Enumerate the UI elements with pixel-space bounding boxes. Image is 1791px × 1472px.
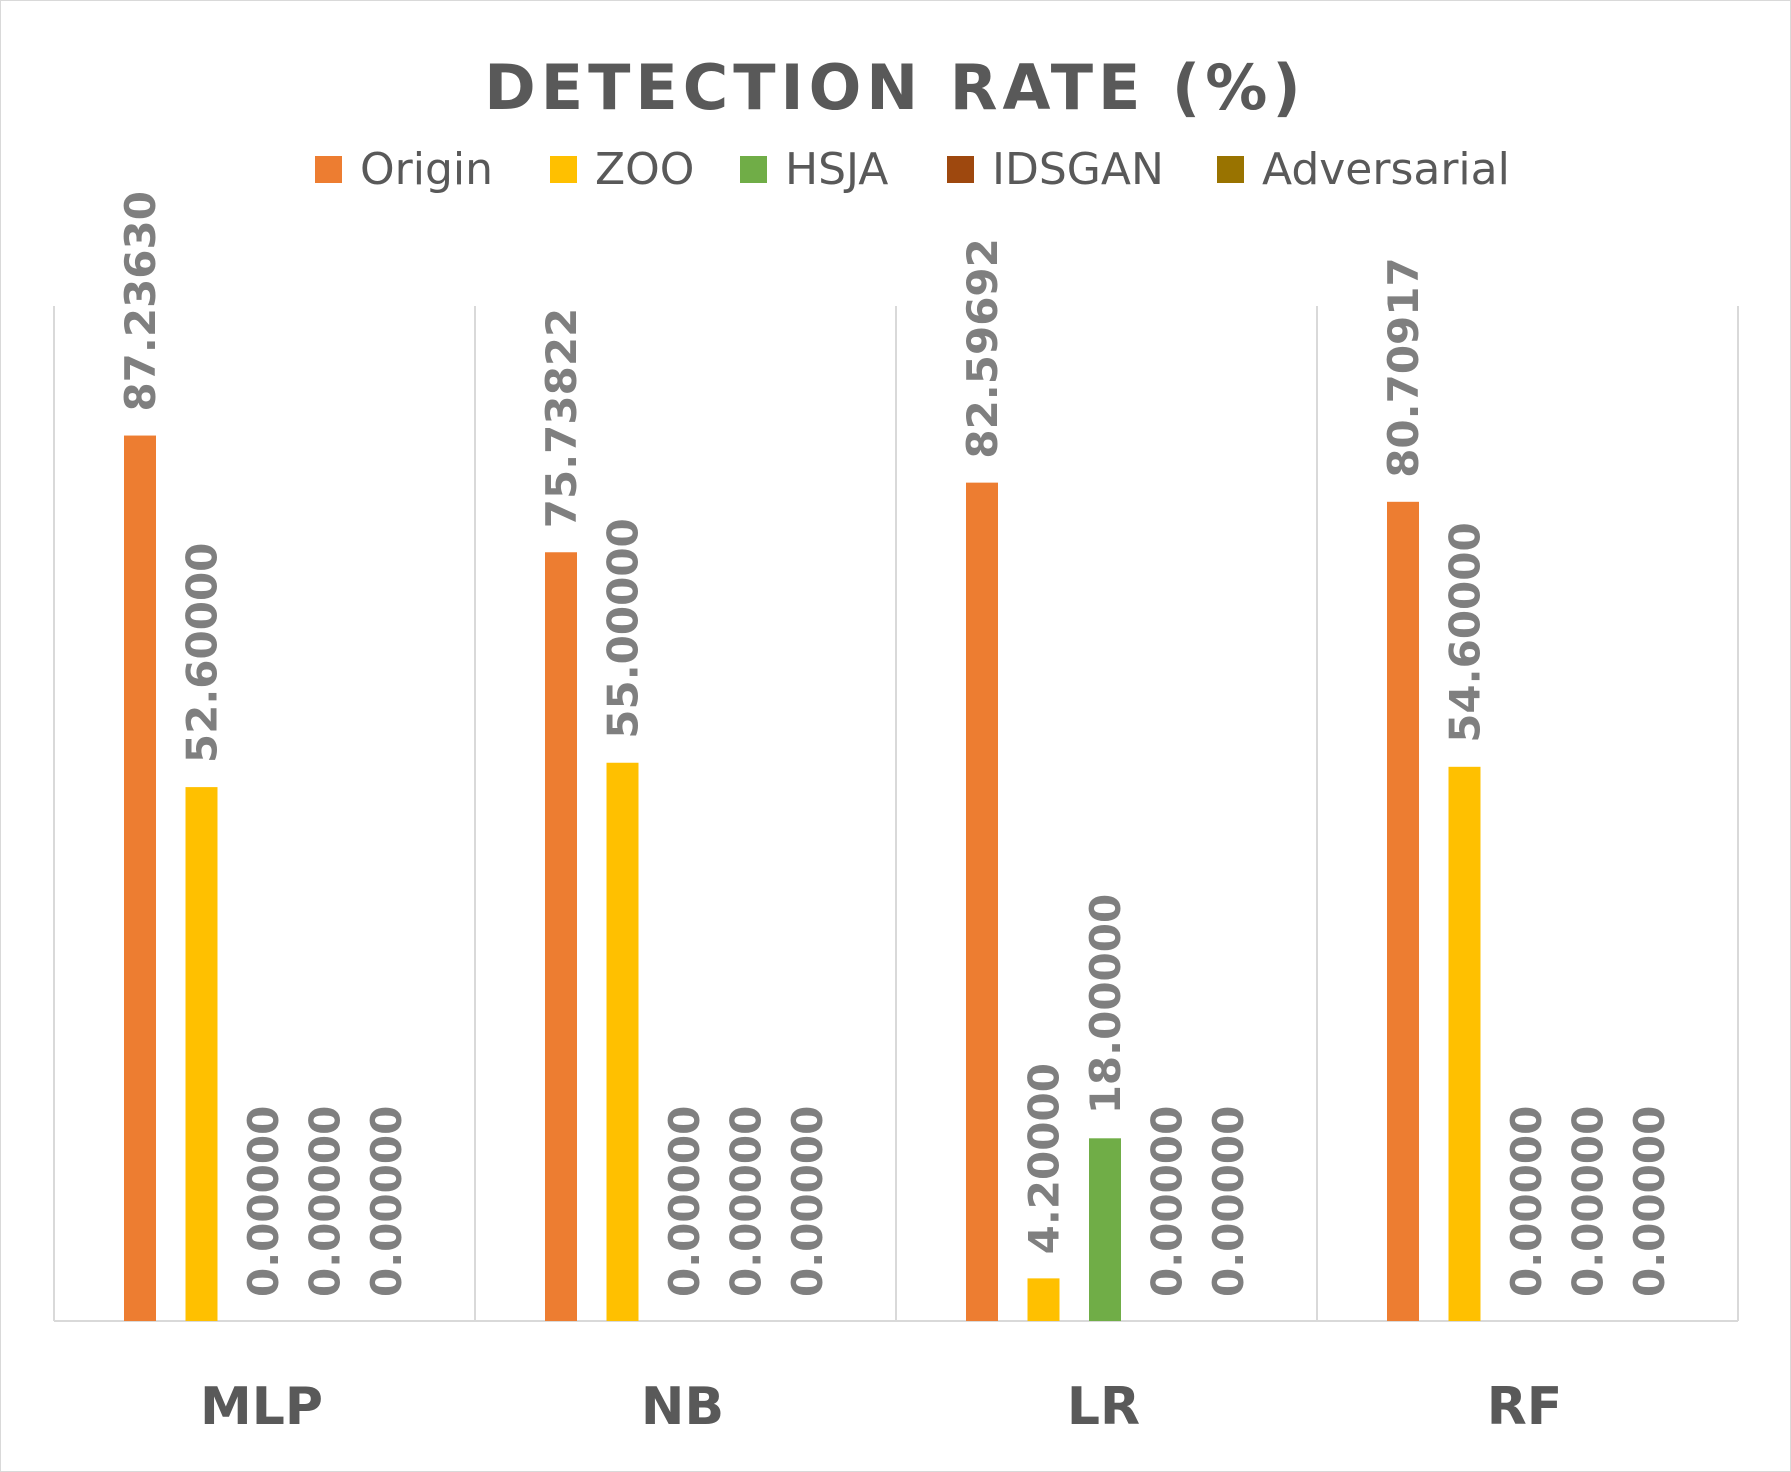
- data-label-rf-origin: 80.70917: [1379, 257, 1428, 478]
- data-label-mlp-hsja: 0.00000: [239, 1106, 288, 1297]
- data-label-nb-origin: 75.73822: [537, 308, 586, 529]
- bar-nb-origin: [545, 552, 577, 1321]
- legend-item-origin: Origin: [315, 144, 493, 195]
- legend-swatch: [947, 156, 974, 183]
- legend-label: ZOO: [595, 144, 694, 195]
- data-label-rf-zoo: 54.60000: [1441, 522, 1490, 743]
- legend-item-idsgan: IDSGAN: [947, 144, 1164, 195]
- data-label-lr-idsgan: 0.00000: [1143, 1106, 1192, 1297]
- bar-mlp-zoo: [185, 787, 218, 1321]
- data-label-mlp-origin: 87.23630: [116, 191, 165, 412]
- legend-swatch: [315, 156, 342, 183]
- category-label-lr: LR: [1067, 1377, 1140, 1437]
- bar-mlp-origin: [124, 435, 156, 1322]
- legend-label: IDSGAN: [992, 144, 1164, 195]
- data-label-nb-adversarial: 0.00000: [783, 1106, 832, 1297]
- legend-label: HSJA: [785, 144, 888, 195]
- data-label-lr-origin: 82.59692: [958, 238, 1007, 459]
- data-label-rf-adversarial: 0.00000: [1625, 1106, 1674, 1297]
- bar-nb-zoo: [606, 762, 639, 1321]
- legend-item-hsja: HSJA: [740, 144, 888, 195]
- bar-rf-origin: [1387, 501, 1419, 1322]
- data-label-lr-adversarial: 0.00000: [1204, 1106, 1253, 1297]
- data-label-lr-zoo: 4.20000: [1020, 1063, 1069, 1254]
- legend-swatch: [550, 156, 577, 183]
- category-label-rf: RF: [1487, 1377, 1563, 1437]
- data-label-nb-idsgan: 0.00000: [722, 1106, 771, 1297]
- legend-swatch: [1217, 156, 1244, 183]
- category-labels: MLP NB LR RF: [200, 1377, 1562, 1437]
- legend-item-adversarial: Adversarial: [1217, 144, 1510, 195]
- data-label-mlp-idsgan: 0.00000: [301, 1106, 350, 1297]
- bars: [124, 435, 1481, 1322]
- legend-item-zoo: ZOO: [550, 144, 694, 195]
- data-label-nb-zoo: 55.00000: [599, 518, 648, 739]
- chart-title: DETECTION RATE (%): [484, 51, 1305, 124]
- data-label-rf-idsgan: 0.00000: [1564, 1106, 1613, 1297]
- category-label-mlp: MLP: [200, 1377, 323, 1437]
- bar-lr-hsja: [1089, 1138, 1121, 1321]
- bar-lr-origin: [966, 482, 998, 1322]
- data-label-mlp-adversarial: 0.00000: [362, 1106, 411, 1297]
- data-label-lr-hsja: 18.00000: [1081, 894, 1130, 1115]
- data-label-rf-hsja: 0.00000: [1502, 1106, 1551, 1297]
- legend-swatch: [740, 156, 767, 183]
- legend-label: Adversarial: [1262, 144, 1510, 195]
- legend: Origin ZOO HSJA IDSGAN Adversarial: [315, 144, 1510, 195]
- legend-label: Origin: [360, 144, 493, 195]
- bar-rf-zoo: [1448, 766, 1481, 1321]
- bar-lr-zoo: [1027, 1278, 1060, 1321]
- data-label-nb-hsja: 0.00000: [660, 1106, 709, 1297]
- category-label-nb: NB: [641, 1377, 724, 1437]
- data-label-mlp-zoo: 52.60000: [178, 543, 227, 764]
